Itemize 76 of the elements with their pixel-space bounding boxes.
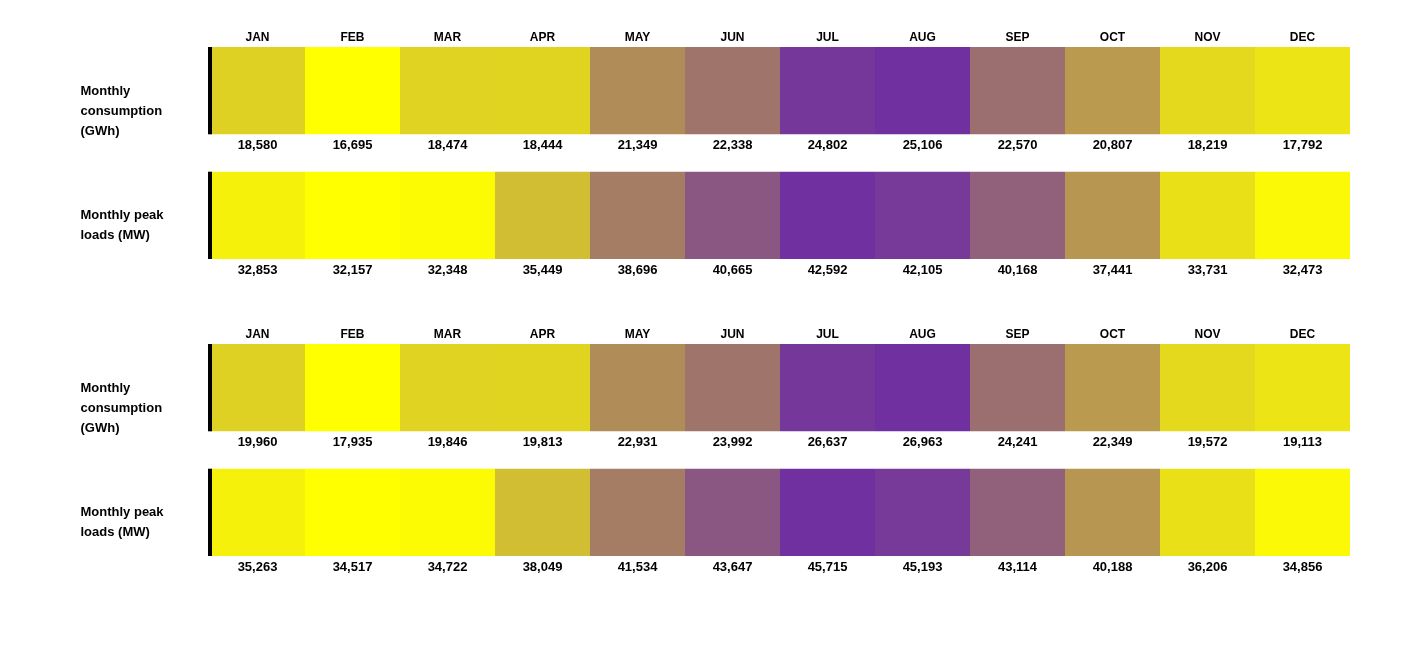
data-label: 19,813 — [522, 434, 563, 450]
data-label: 43,114 — [997, 559, 1038, 574]
data-label: 34,722 — [427, 559, 468, 574]
data-label: 45,715 — [807, 559, 848, 574]
data-label: 19,960 — [237, 434, 278, 450]
data-label: 20,807 — [1092, 137, 1133, 153]
data-label: 18,580 — [237, 137, 278, 153]
x-tick-label: FEB — [340, 29, 365, 44]
x-tick-label: JAN — [245, 29, 270, 44]
data-label: 33,731 — [1187, 262, 1228, 277]
data-label: 40,188 — [1092, 559, 1133, 574]
data-label: 17,792 — [1282, 137, 1323, 153]
data-label: 18,219 — [1187, 137, 1228, 153]
data-label: 24,802 — [807, 137, 848, 153]
data-label: 36,206 — [1187, 559, 1228, 574]
x-tick-label: OCT — [1099, 29, 1126, 44]
y-tick-label: Monthly consumption (GWh) — [80, 82, 163, 138]
data-label: 37,441 — [1092, 262, 1133, 277]
x-tick-label: NOV — [1194, 326, 1221, 341]
x-tick-label: AUG — [909, 29, 936, 44]
x-tick-label: JUL — [816, 29, 839, 44]
data-label: 43,647 — [712, 559, 753, 574]
data-label: 24,241 — [997, 434, 1038, 450]
data-label: 34,517 — [332, 559, 373, 574]
data-label: 38,696 — [617, 262, 658, 277]
x-tick-label: SEP — [1005, 326, 1030, 341]
data-label: 25,106 — [902, 137, 943, 153]
data-label: 22,931 — [617, 434, 658, 450]
x-tick-label: OCT — [1099, 326, 1126, 341]
data-label: 21,349 — [617, 137, 658, 153]
data-label: 40,168 — [997, 262, 1038, 277]
data-label: 32,853 — [237, 262, 278, 277]
x-tick-label: APR — [529, 29, 556, 44]
data-label: 32,348 — [427, 262, 468, 277]
x-tick-label: DEC — [1289, 326, 1316, 341]
x-tick-label: NOV — [1194, 29, 1221, 44]
data-label: 18,444 — [522, 137, 564, 153]
y-tick-label: Monthly peak loads (MW) — [80, 504, 165, 540]
data-label: 35,449 — [522, 262, 563, 277]
x-tick-label: JUN — [720, 29, 745, 44]
x-tick-label: MAR — [433, 29, 462, 44]
x-tick-label: SEP — [1005, 29, 1030, 44]
x-tick-label: MAY — [624, 326, 651, 341]
x-tick-label: JUN — [720, 326, 745, 341]
x-tick-label: JUL — [816, 326, 839, 341]
data-label: 42,592 — [807, 262, 848, 277]
data-label: 34,856 — [1282, 559, 1323, 574]
x-tick-label: AUG — [909, 326, 936, 341]
data-label: 32,157 — [332, 262, 373, 277]
data-label: 19,113 — [1282, 434, 1323, 450]
data-label: 18,474 — [427, 137, 469, 153]
x-tick-label: APR — [529, 326, 556, 341]
data-label: 19,846 — [427, 434, 468, 450]
data-label: 19,572 — [1187, 434, 1228, 450]
data-label: 41,534 — [617, 559, 659, 574]
data-label: 35,263 — [237, 559, 278, 574]
data-label: 23,992 — [712, 434, 753, 450]
x-tick-label: FEB — [340, 326, 365, 341]
data-label: 40,665 — [712, 262, 753, 277]
data-label: 22,349 — [1092, 434, 1133, 450]
data-label: 38,049 — [522, 559, 563, 574]
x-tick-label: DEC — [1289, 29, 1316, 44]
y-tick-label: Monthly peak loads (MW) — [80, 207, 165, 243]
data-label: 45,193 — [902, 559, 943, 574]
data-label: 42,105 — [902, 262, 943, 277]
data-label: 26,637 — [807, 434, 848, 450]
y-tick-label: Monthly consumption (GWh) — [80, 379, 163, 435]
data-label: 22,338 — [712, 137, 753, 153]
x-tick-label: JAN — [245, 326, 270, 341]
x-tick-label: MAR — [433, 326, 462, 341]
data-label: 22,570 — [997, 137, 1038, 153]
data-label: 17,935 — [332, 434, 373, 450]
data-label: 26,963 — [902, 434, 943, 450]
data-label: 32,473 — [1282, 262, 1323, 277]
x-tick-label: MAY — [624, 29, 651, 44]
data-label: 16,695 — [332, 137, 373, 153]
